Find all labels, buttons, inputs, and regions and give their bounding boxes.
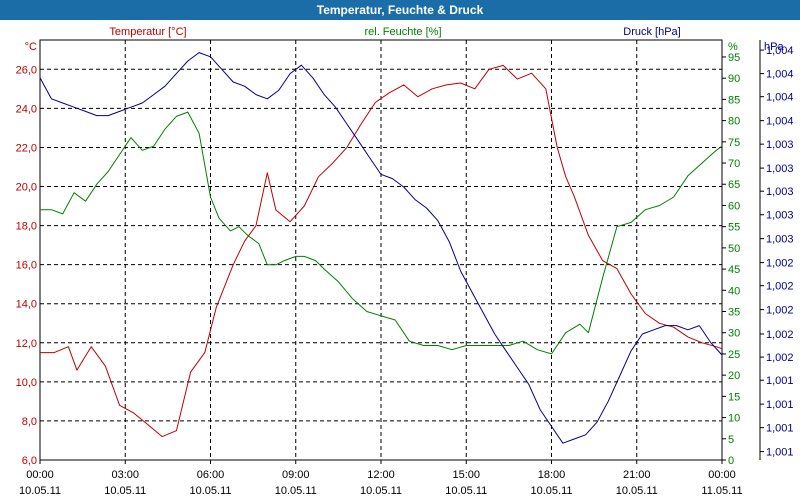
y-left-tick-label: 6,0 (22, 455, 37, 467)
y-left-tick-label: 24,0 (16, 103, 37, 115)
y-left-tick-label: 16,0 (16, 260, 37, 272)
y-left-tick-label: 22,0 (16, 142, 37, 154)
x-tick-date: 10.05.11 (19, 485, 61, 497)
y-right1-tick-label: 80 (728, 116, 740, 128)
y-right1-tick-label: 25 (728, 349, 740, 361)
y-right2-tick-label: 1,001 (766, 375, 794, 387)
y-right1-tick-label: 20 (728, 370, 740, 382)
x-tick-date: 10.05.11 (189, 485, 231, 497)
y-right2-tick-label: 1,003 (766, 234, 794, 246)
y-right2-tick-label: 1,004 (766, 69, 794, 81)
y-right1-axis-label: rel. Feuchte [%] (364, 26, 441, 38)
y-right1-tick-label: 55 (728, 222, 740, 234)
y-right2-tick-label: 1,001 (766, 447, 794, 459)
y-left-tick-label: 8,0 (22, 416, 37, 428)
chart-title: Temperatur, Feuchte & Druck (0, 0, 800, 20)
x-tick-date: 11.05.11 (701, 485, 742, 497)
y-right2-tick-label: 1,004 (766, 92, 794, 104)
y-right1-tick-label: 70 (728, 158, 740, 170)
series-line-humidity (40, 111, 723, 355)
y-right1-tick-label: 10 (728, 413, 740, 425)
x-tick-time: 21:00 (623, 469, 651, 481)
y-right2-tick-label: 1,003 (766, 163, 794, 175)
x-tick-time: 12:00 (367, 469, 395, 481)
y-left-tick-label: 26,0 (16, 64, 37, 76)
x-tick-date: 10.05.11 (616, 485, 658, 497)
y-left-tick-label: 12,0 (16, 338, 37, 350)
y-right1-unit: % (728, 41, 738, 53)
series-line-temperature (40, 64, 723, 438)
y-right2-tick-label: 1,003 (766, 186, 794, 198)
y-right2-tick-label: 1,004 (766, 45, 794, 57)
y-right1-tick-label: 75 (728, 137, 740, 149)
x-tick-time: 06:00 (197, 469, 225, 481)
y-right1-tick-label: 35 (728, 307, 740, 319)
y-right2-tick-label: 1,002 (766, 305, 794, 317)
y-right1-tick-label: 0 (728, 455, 734, 467)
y-right1-tick-label: 15 (728, 391, 740, 403)
y-right1-tick-label: 5 (728, 434, 734, 446)
y-right2-axis-label: Druck [hPa] (623, 26, 680, 38)
y-left-axis-label: Temperatur [°C] (109, 26, 186, 38)
y-right1-tick-label: 45 (728, 264, 740, 276)
y-right2-tick-label: 1,002 (766, 258, 794, 270)
y-right1-tick-label: 95 (728, 52, 740, 64)
x-tick-date: 10.05.11 (275, 485, 317, 497)
x-tick-date: 10.05.11 (530, 485, 572, 497)
y-left-tick-label: 10,0 (16, 377, 37, 389)
x-tick-time: 00:00 (708, 469, 736, 481)
y-right1-tick-label: 60 (728, 200, 740, 212)
y-right1-tick-label: 50 (728, 243, 740, 255)
x-tick-date: 10.05.11 (445, 485, 487, 497)
x-tick-date: 10.05.11 (360, 485, 402, 497)
y-left-tick-label: 18,0 (16, 221, 37, 233)
x-tick-time: 15:00 (452, 469, 480, 481)
y-right2-tick-label: 1,002 (766, 281, 794, 293)
x-tick-time: 03:00 (111, 469, 139, 481)
y-right2-tick-label: 1,003 (766, 210, 794, 222)
y-right1-tick-label: 30 (728, 328, 740, 340)
y-right2-tick-label: 1,002 (766, 329, 794, 341)
y-left-tick-label: 20,0 (16, 182, 37, 194)
y-left-tick-label: 14,0 (16, 299, 37, 311)
x-tick-time: 09:00 (282, 469, 310, 481)
x-tick-date: 10.05.11 (104, 485, 146, 497)
y-right2-tick-label: 1,001 (766, 423, 794, 435)
x-tick-time: 00:00 (26, 469, 54, 481)
x-tick-time: 18:00 (538, 469, 566, 481)
y-right1-tick-label: 90 (728, 73, 740, 85)
y-right2-tick-label: 1,001 (766, 399, 794, 411)
y-right2-tick-label: 1,004 (766, 116, 794, 128)
y-right2-unit: hPa (764, 41, 784, 53)
y-right2-tick-label: 1,002 (766, 352, 794, 364)
y-left-unit: °C (25, 41, 37, 53)
y-right2-tick-label: 1,003 (766, 139, 794, 151)
y-right1-tick-label: 40 (728, 285, 740, 297)
series-line-pressure (39, 52, 723, 444)
y-right1-tick-label: 85 (728, 94, 740, 106)
y-right1-tick-label: 65 (728, 179, 740, 191)
